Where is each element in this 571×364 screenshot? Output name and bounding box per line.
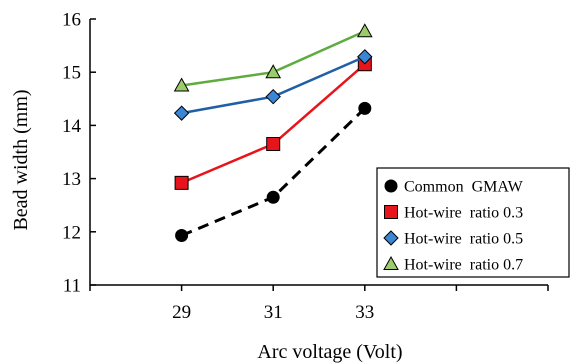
x-tick-label: 31 [264, 302, 283, 323]
y-tick-label: 12 [62, 222, 81, 243]
data-point [356, 23, 373, 38]
y-tick-label: 15 [62, 63, 81, 84]
y-axis-title: Bead width (mm) [10, 89, 32, 230]
legend-marker [384, 179, 398, 193]
data-point [357, 49, 373, 65]
x-tick-label: 29 [172, 302, 191, 323]
data-point [173, 105, 190, 121]
axes: 11 12 13 14 15 16 29 31 33 [62, 10, 549, 323]
legend-label: Hot-wire ratio 0.3 [404, 205, 523, 222]
data-point [358, 101, 372, 115]
data-point [175, 229, 189, 243]
data-point [174, 175, 189, 190]
y-tick-label: 11 [63, 276, 81, 297]
data-point [266, 137, 281, 152]
series-3 [173, 49, 373, 121]
y-tick-label: 16 [62, 10, 81, 31]
legend-item: Common GMAW [384, 179, 524, 196]
legend: Common GMAW Hot-wire ratio 0.3 Hot-wire ra… [376, 167, 570, 278]
data-point [265, 88, 281, 105]
x-axis-title: Arc voltage (Volt) [257, 341, 402, 363]
data-point [265, 64, 282, 79]
series-layer [173, 23, 373, 243]
y-tick-label: 13 [62, 169, 81, 190]
legend-item: Hot-wire ratio 0.5 [383, 230, 523, 248]
legend-item: Hot-wire ratio 0.3 [384, 205, 523, 222]
y-tick-label: 14 [62, 116, 82, 137]
legend-label: Common GMAW [404, 179, 524, 196]
legend-marker [383, 230, 399, 246]
legend-marker [383, 255, 399, 270]
series-1 [175, 101, 372, 243]
data-point [266, 190, 280, 204]
data-point [173, 77, 190, 92]
x-ticks: 29 31 33 [89, 285, 549, 323]
legend-label: Hot-wire ratio 0.7 [404, 257, 523, 274]
legend-box [376, 167, 570, 278]
legend-item: Hot-wire ratio 0.7 [383, 255, 523, 274]
legend-marker [384, 205, 398, 219]
series-4 [173, 23, 373, 92]
x-tick-label: 33 [355, 302, 374, 323]
legend-label: Hot-wire ratio 0.5 [404, 231, 523, 248]
y-ticks: 11 12 13 14 15 16 [62, 10, 96, 297]
